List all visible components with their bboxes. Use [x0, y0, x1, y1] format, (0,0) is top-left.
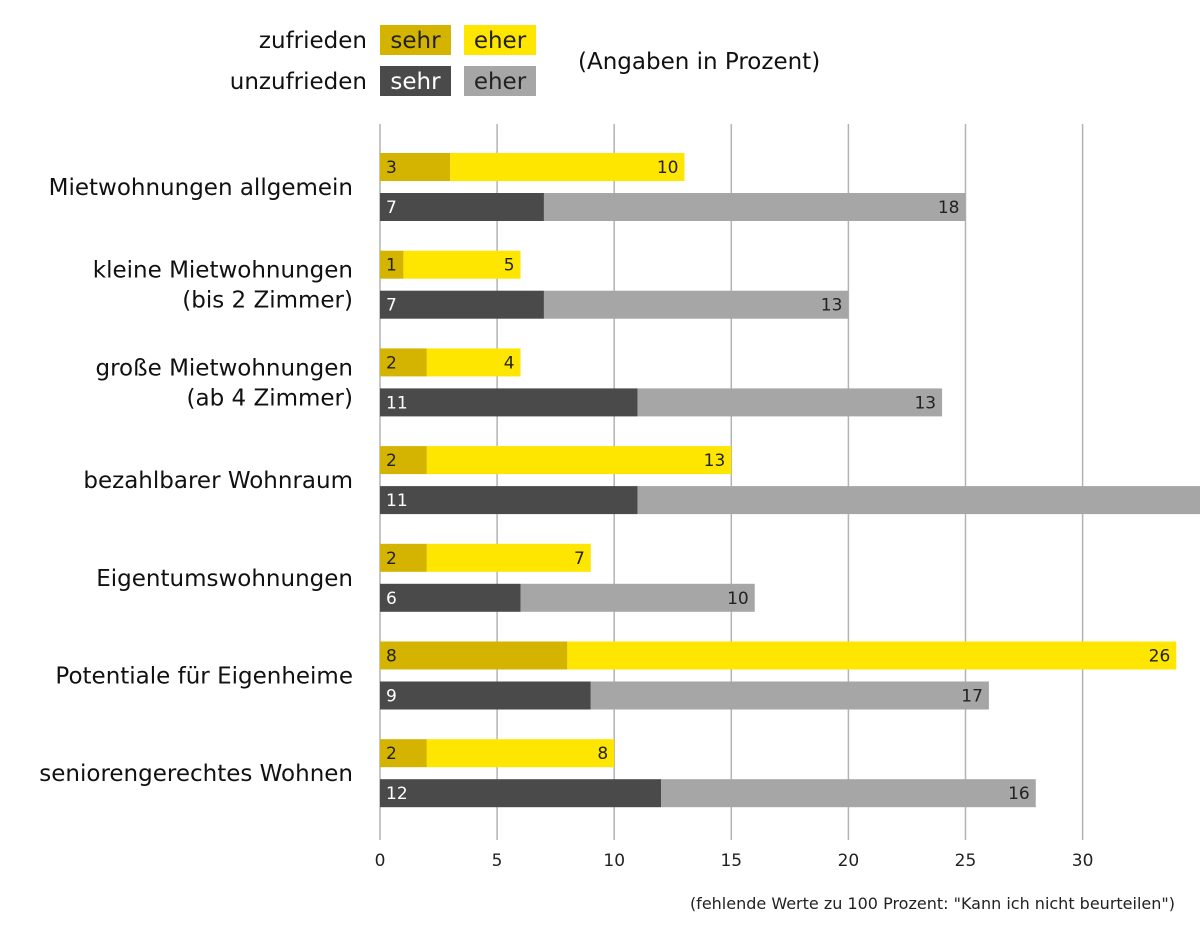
legend-swatch: [380, 66, 451, 96]
legend-swatch: [380, 25, 451, 55]
data-label: 7: [386, 198, 397, 218]
data-label: 4: [504, 353, 515, 373]
chart-footnote: (fehlende Werte zu 100 Prozent: "Kann ic…: [690, 894, 1175, 913]
bar-zufrieden-eher: [426, 348, 521, 377]
bar-zufrieden-eher: [426, 543, 591, 572]
bar-unzufrieden-sehr: [380, 388, 638, 417]
data-label: 6: [386, 589, 397, 609]
grid: [379, 124, 1084, 840]
bar-unzufrieden-sehr: [380, 583, 521, 612]
category-label: Eigentumswohnungen: [96, 566, 353, 592]
category-labels: Mietwohnungen allgemein kleine Mietwohnun…: [39, 175, 353, 787]
data-label: 7: [386, 296, 397, 316]
category-label: bezahlbarer Wohnraum: [83, 468, 353, 494]
bar-unzufrieden-eher: [590, 681, 989, 710]
category-label: (bis 2 Zimmer): [182, 288, 353, 314]
data-label: 3: [386, 158, 397, 178]
data-label: 12: [386, 784, 408, 804]
data-label: 17: [961, 687, 983, 707]
data-label: 10: [657, 158, 679, 178]
data-label: 8: [597, 744, 608, 764]
bar-zufrieden-eher: [426, 739, 615, 768]
category-label: (ab 4 Zimmer): [187, 385, 353, 411]
data-label: 13: [821, 296, 843, 316]
x-tick-label: 20: [838, 851, 860, 871]
data-label: 2: [386, 451, 397, 471]
bar-unzufrieden-eher: [543, 290, 849, 319]
legend-swatch-label: eher: [474, 28, 527, 54]
data-label: 13: [914, 393, 936, 413]
category-label: Mietwohnungen allgemein: [49, 175, 353, 201]
x-tick-label: 0: [375, 851, 386, 871]
data-label: 10: [727, 589, 749, 609]
x-tick-label: 25: [955, 851, 977, 871]
data-label: 18: [938, 198, 960, 218]
data-label: 11: [386, 393, 408, 413]
bar-zufrieden-sehr: [380, 250, 404, 279]
bar-zufrieden-eher: [403, 250, 521, 279]
data-label: 7: [574, 549, 585, 569]
data-label: 5: [504, 256, 515, 276]
x-axis-ticks: 0 5 10 15 20 25 30: [375, 851, 1094, 871]
bars: 3107181571324111321311312761082691728121…: [380, 153, 1200, 808]
bar-zufrieden-eher: [450, 153, 685, 181]
bar-unzufrieden-eher: [637, 388, 943, 417]
bar-unzufrieden-sehr: [380, 290, 544, 319]
category-label: seniorengerechtes Wohnen: [39, 761, 353, 787]
bar-unzufrieden-sehr: [380, 779, 662, 808]
legend-swatch-label: eher: [474, 69, 527, 95]
bar-zufrieden-sehr: [380, 348, 427, 377]
data-label: 9: [386, 687, 397, 707]
bar-zufrieden-sehr: [380, 446, 427, 475]
legend: zufrieden sehr eher unzufrieden sehr eher: [230, 25, 536, 96]
category-label: Potentiale für Eigenheime: [55, 664, 353, 690]
data-label: 2: [386, 353, 397, 373]
bar-zufrieden-eher: [567, 641, 1177, 670]
legend-swatch: [464, 25, 536, 55]
x-tick-label: 5: [492, 851, 503, 871]
bar-unzufrieden-eher: [543, 193, 966, 221]
bar-unzufrieden-eher: [520, 583, 755, 612]
data-label: 8: [386, 647, 397, 667]
data-label: 26: [1149, 647, 1171, 667]
bar-zufrieden-eher: [426, 446, 732, 475]
bar-zufrieden-sehr: [380, 543, 427, 572]
bar-zufrieden-sehr: [380, 641, 568, 670]
legend-row-label: zufrieden: [259, 28, 367, 54]
x-tick-label: 15: [720, 851, 742, 871]
bar-unzufrieden-eher: [637, 486, 1200, 515]
data-label: 1: [386, 256, 397, 276]
x-tick-label: 30: [1072, 851, 1094, 871]
legend-row-label: unzufrieden: [230, 69, 367, 95]
x-tick-label: 10: [603, 851, 625, 871]
legend-swatch-label: sehr: [390, 28, 441, 54]
chart-note: (Angaben in Prozent): [578, 49, 820, 75]
data-label: 13: [704, 451, 726, 471]
category-label: große Mietwohnungen: [96, 355, 354, 381]
category-label: kleine Mietwohnungen: [93, 258, 353, 284]
bar-zufrieden-sehr: [380, 739, 427, 768]
data-label: 16: [1008, 784, 1030, 804]
bar-unzufrieden-sehr: [380, 681, 591, 710]
bar-unzufrieden-sehr: [380, 486, 638, 515]
data-label: 2: [386, 744, 397, 764]
bar-unzufrieden-eher: [661, 779, 1036, 808]
bar-zufrieden-sehr: [380, 153, 451, 181]
data-label: 2: [386, 549, 397, 569]
legend-swatch: [464, 66, 536, 96]
bar-unzufrieden-sehr: [380, 193, 544, 221]
legend-swatch-label: sehr: [390, 69, 441, 95]
data-label: 11: [386, 491, 408, 511]
